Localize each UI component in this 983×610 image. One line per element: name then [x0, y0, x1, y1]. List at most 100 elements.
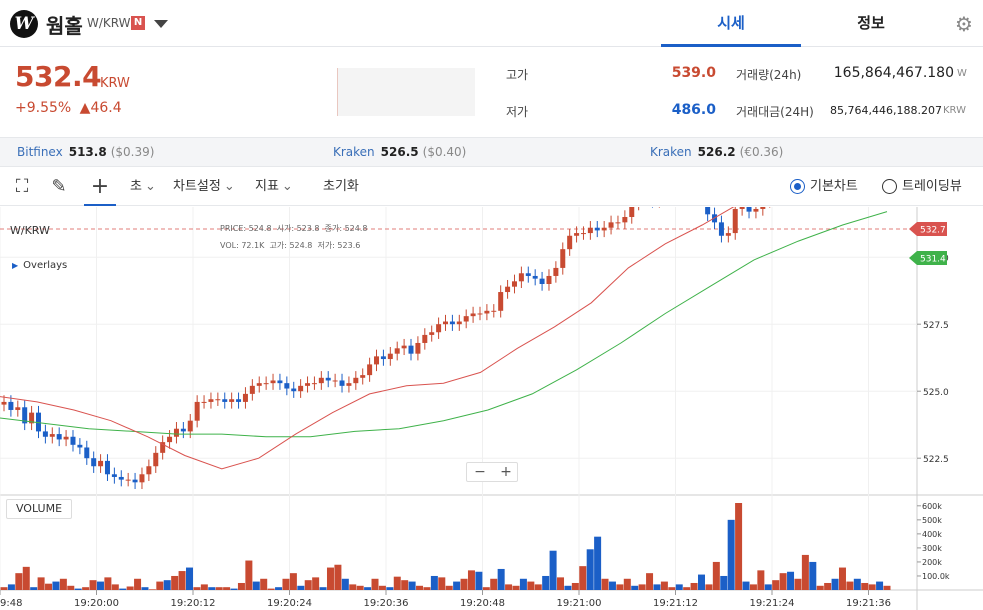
volume-bar	[564, 585, 572, 590]
candle-body	[256, 383, 262, 386]
volume-bar	[0, 587, 8, 590]
price-chart[interactable]: 9:48 19:20:00 19:20:12 19:20:24 19:20:36 19:2…	[0, 207, 983, 610]
exchange-item[interactable]: Bitfinex 513.8 ($0.39)	[17, 145, 154, 159]
overlays-toggle[interactable]: ▶ Overlays	[12, 260, 67, 271]
x-tick-label: 19:21:00	[557, 598, 602, 609]
volume-label: VOLUME	[6, 499, 72, 519]
candle-body	[567, 235, 573, 250]
x-tick-label: 19:20:12	[171, 598, 216, 609]
trading-pair: W/KRW	[87, 16, 131, 30]
legend-open-label: 시가:	[276, 224, 295, 233]
candle-body	[401, 345, 407, 349]
volume-bar	[297, 585, 305, 590]
volume-bar	[141, 587, 149, 590]
volume-bar	[571, 582, 579, 590]
fullscreen-icon[interactable]: ⛶	[15, 176, 29, 197]
exchange-item[interactable]: Kraken 526.5 ($0.40)	[333, 145, 466, 159]
zoom-out-button[interactable]: −	[474, 464, 486, 480]
candle-body	[242, 393, 248, 402]
candle-body	[725, 233, 731, 236]
volume-tick-label: 600k	[922, 502, 942, 511]
volume-bar	[178, 571, 186, 590]
low-label: 저가	[506, 105, 529, 119]
volume-bar	[816, 585, 824, 590]
candle-body	[208, 399, 214, 402]
candle-body	[201, 401, 207, 403]
volume-bar	[453, 581, 461, 590]
tab-price[interactable]: 시세	[661, 0, 801, 47]
exchange-price: 526.5	[380, 145, 419, 159]
volume-bar	[824, 582, 832, 590]
price-summary: 532.4 KRW +9.55% ▲46.4 고가 539.0 저가 486.0…	[0, 48, 983, 136]
volume-bars-group	[0, 503, 891, 590]
volume-bar	[749, 584, 757, 590]
candle-body	[146, 466, 152, 475]
volume-bar	[186, 567, 194, 590]
candle-body	[346, 383, 352, 386]
candle-body	[629, 207, 635, 217]
volume-bar	[883, 585, 891, 590]
interval-dropdown[interactable]: 초	[130, 168, 156, 206]
volume-tick-label: 300k	[922, 544, 942, 553]
y-tick-label: 525.0	[923, 388, 949, 398]
high-label: 고가	[506, 68, 529, 82]
candle-body	[525, 273, 531, 276]
volume-bar	[720, 575, 728, 590]
candle-body	[8, 401, 14, 410]
tradingview-radio[interactable]	[882, 179, 897, 194]
price-change: +9.55% ▲46.4	[15, 100, 122, 116]
basic-chart-radio[interactable]	[790, 179, 805, 194]
change-percent: +9.55%	[15, 100, 72, 116]
tradingview-label[interactable]: 트레이딩뷰	[902, 179, 962, 194]
volume-bar	[638, 584, 646, 590]
high-value: 539.0	[671, 65, 716, 81]
exchange-item[interactable]: Kraken 526.2 (€0.36)	[650, 145, 783, 159]
volume-bar	[334, 564, 342, 590]
volume-bar	[527, 581, 535, 590]
candle-body	[63, 436, 69, 440]
volume-bar	[512, 585, 520, 590]
amount-24h-label: 거래대금(24H)	[736, 105, 814, 119]
candle-body	[298, 385, 304, 392]
candle-body	[22, 407, 28, 424]
exchange-sub-price: (€0.36)	[739, 145, 784, 159]
pencil-icon[interactable]: ✎	[51, 176, 67, 197]
volume-bar	[534, 584, 542, 590]
current-price: 532.4	[15, 60, 102, 93]
gear-icon[interactable]: ⚙	[955, 12, 973, 36]
candle-body	[332, 380, 338, 382]
candle-body	[594, 227, 600, 231]
volume-bar	[623, 578, 631, 590]
volume-bar	[668, 587, 676, 590]
tab-info[interactable]: 정보	[857, 14, 885, 32]
candle-body	[498, 292, 504, 311]
candle-body	[580, 233, 586, 235]
candle-body	[574, 233, 580, 236]
volume-bar	[223, 587, 231, 590]
candle-body	[360, 375, 366, 378]
volume-bar	[356, 585, 364, 590]
candle-body	[753, 208, 759, 212]
reset-button[interactable]: 초기화	[323, 179, 359, 194]
price-tag	[909, 222, 947, 236]
crosshair-icon[interactable]: +	[84, 176, 116, 206]
coin-name[interactable]: 웜홀	[46, 14, 83, 38]
zoom-in-button[interactable]: +	[500, 464, 512, 480]
volume-bar	[505, 584, 513, 590]
volume-bar	[735, 503, 743, 590]
legend-vol-label: VOL:	[220, 241, 239, 250]
y-tick-label: 522.5	[923, 455, 949, 465]
mini-chart	[337, 68, 475, 116]
candle-body	[491, 310, 497, 312]
chart-settings-dropdown[interactable]: 차트설정	[173, 168, 235, 206]
candle-body	[374, 356, 380, 365]
volume-bar	[831, 578, 839, 590]
volume-bar	[557, 577, 565, 590]
candle-body	[422, 334, 428, 343]
volume-bar	[608, 581, 616, 590]
volume-bar	[237, 582, 245, 590]
candle-body	[15, 407, 21, 410]
coin-select-chevron-down-icon[interactable]	[154, 20, 168, 28]
indicators-dropdown[interactable]: 지표	[255, 168, 293, 206]
basic-chart-label[interactable]: 기본차트	[810, 179, 858, 194]
